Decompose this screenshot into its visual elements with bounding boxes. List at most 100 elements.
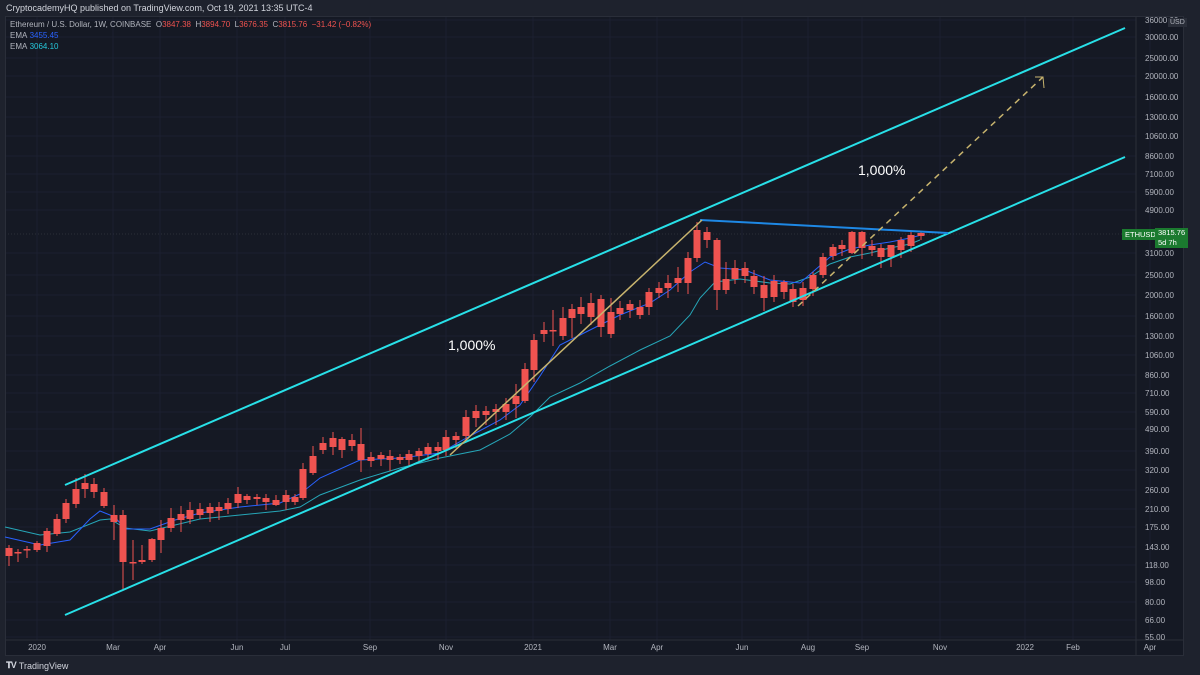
y-axis-tick: 143.00 [1145, 543, 1170, 552]
candle [53, 519, 61, 534]
candle [664, 283, 672, 288]
bar-countdown: 5d 7h [1158, 237, 1177, 247]
candle [809, 275, 817, 289]
projection-line-1[interactable] [449, 219, 703, 456]
x-axis-tick: Aug [801, 643, 815, 652]
candle [559, 318, 567, 336]
channel-upper-line[interactable] [64, 27, 1126, 486]
y-axis-tick: 98.00 [1145, 578, 1166, 587]
candle [329, 438, 337, 447]
y-axis-tick: 30000.00 [1145, 33, 1179, 42]
candle [568, 309, 576, 318]
candle [224, 503, 232, 509]
candle [5, 548, 13, 556]
candle [338, 439, 346, 450]
candle [858, 232, 866, 248]
candle [243, 496, 251, 500]
candle [502, 404, 510, 412]
last-price: 3815.76 [1158, 228, 1186, 237]
candle [897, 240, 905, 250]
candle [838, 245, 846, 249]
high-value: 3894.70 [201, 20, 231, 29]
candle [713, 240, 721, 290]
candle [234, 494, 242, 503]
candle [636, 307, 644, 315]
candle [645, 292, 653, 307]
tradingview-logo-icon[interactable]: 𝐓V [6, 660, 17, 670]
candle [530, 340, 538, 370]
candle [482, 411, 490, 415]
x-axis-tick: Apr [154, 643, 167, 652]
annotation-label[interactable]: 1,000% [448, 337, 495, 353]
candle [868, 246, 876, 250]
ema-fast-legend[interactable]: EMA 3455.45 [10, 31, 59, 40]
y-axis-tick: 490.00 [1145, 425, 1170, 434]
open-value: 3847.38 [162, 20, 191, 29]
candle [110, 515, 118, 522]
candle [731, 268, 739, 279]
y-axis-tick: 175.00 [1145, 523, 1170, 532]
candle [512, 396, 520, 404]
candle [43, 531, 51, 546]
last-price-tag: 3815.76 5d 7h [1155, 228, 1188, 248]
y-axis-tick: 2500.00 [1145, 271, 1174, 280]
candle [597, 299, 605, 327]
candle [540, 330, 548, 334]
candle [577, 307, 585, 314]
candle [741, 268, 749, 276]
ema-slow-legend[interactable]: EMA 3064.10 [10, 42, 59, 51]
resistance-line[interactable] [699, 219, 949, 234]
y-axis-tick: 10600.00 [1145, 132, 1179, 141]
low-value: 3676.35 [239, 20, 268, 29]
y-axis-tick: 20000.00 [1145, 72, 1179, 81]
symbol-description: Ethereum / U.S. Dollar, 1W, COINBASE [10, 20, 152, 29]
x-axis-tick: Mar [106, 643, 120, 652]
y-axis-tick: 1300.00 [1145, 332, 1174, 341]
candle [684, 258, 692, 283]
x-axis-tick: Jun [231, 643, 244, 652]
candle [148, 539, 156, 560]
candle [129, 562, 137, 564]
candle [309, 456, 317, 473]
candle [452, 436, 460, 440]
channel-lower-line[interactable] [64, 156, 1126, 616]
candle [282, 495, 290, 502]
y-axis-tick: 16000.00 [1145, 93, 1179, 102]
x-axis-tick: Nov [439, 643, 453, 652]
candle [62, 503, 70, 519]
projection-line-2[interactable] [797, 76, 1044, 307]
candle [819, 257, 827, 275]
symbol-price-tag: ETHUSD [1122, 229, 1159, 240]
x-axis-tick: Mar [603, 643, 617, 652]
candle [377, 455, 385, 459]
candle [90, 484, 98, 492]
candle [206, 507, 214, 513]
candle [616, 308, 624, 314]
footer: 𝐓V TradingView [6, 660, 68, 671]
y-axis-tick: 260.00 [1145, 486, 1170, 495]
candle [299, 469, 307, 498]
y-axis-tick: 25000.00 [1145, 54, 1179, 63]
ema-fast-line [4, 233, 926, 546]
candle [196, 509, 204, 515]
published-header: CryptocademyHQ published on TradingView.… [0, 0, 1200, 16]
y-axis-tick: 80.00 [1145, 598, 1166, 607]
y-axis-tick: 118.00 [1145, 561, 1169, 570]
candle [442, 437, 450, 450]
x-axis-tick: Jul [280, 643, 290, 652]
projection-arrow-icon [1035, 76, 1045, 89]
candle [81, 483, 89, 489]
x-axis-tick: Apr [1144, 643, 1157, 652]
annotation-label[interactable]: 1,000% [858, 162, 905, 178]
y-axis-tick: 1060.00 [1145, 351, 1174, 360]
candle [462, 417, 470, 436]
x-axis-tick: 2022 [1016, 643, 1034, 652]
candle [626, 304, 634, 310]
x-axis-tick: Sep [363, 643, 378, 652]
currency-badge[interactable]: USD [1168, 18, 1187, 27]
x-axis-tick: Jun [736, 643, 749, 652]
candle [177, 514, 185, 520]
candle [770, 281, 778, 297]
candle [434, 447, 442, 451]
